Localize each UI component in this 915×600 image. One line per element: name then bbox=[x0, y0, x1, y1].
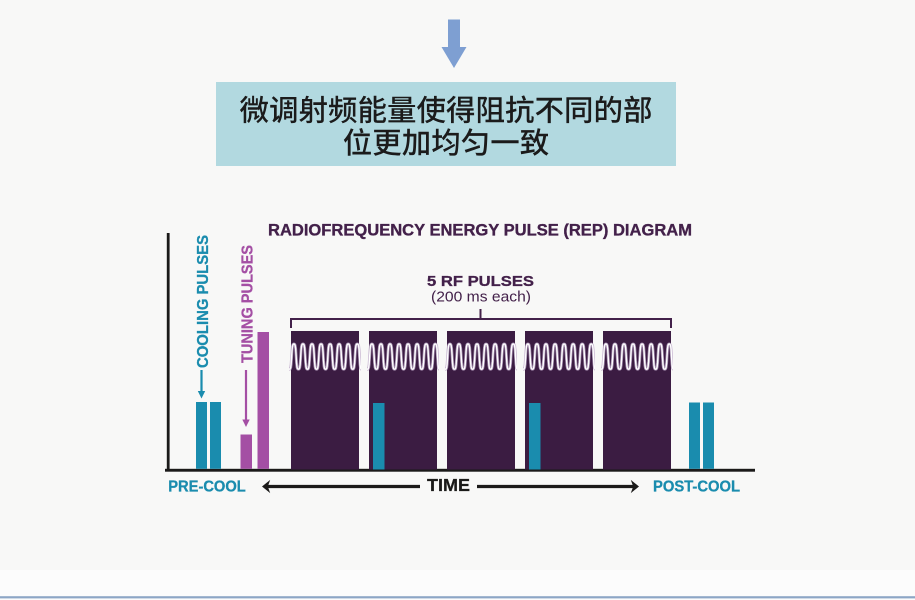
svg-text:5 RF PULSES: 5 RF PULSES bbox=[427, 273, 534, 290]
svg-text:TUNING PULSES: TUNING PULSES bbox=[240, 245, 257, 363]
svg-text:TIME: TIME bbox=[427, 475, 470, 495]
svg-text:POST-COOL: POST-COOL bbox=[653, 479, 740, 496]
svg-text:PRE-COOL: PRE-COOL bbox=[168, 479, 246, 496]
svg-text:(200 ms each): (200 ms each) bbox=[431, 289, 531, 306]
svg-text:COOLING PULSES: COOLING PULSES bbox=[195, 235, 212, 368]
svg-text:RADIOFREQUENCY ENERGY PULSE (R: RADIOFREQUENCY ENERGY PULSE (REP) DIAGRA… bbox=[268, 221, 692, 240]
